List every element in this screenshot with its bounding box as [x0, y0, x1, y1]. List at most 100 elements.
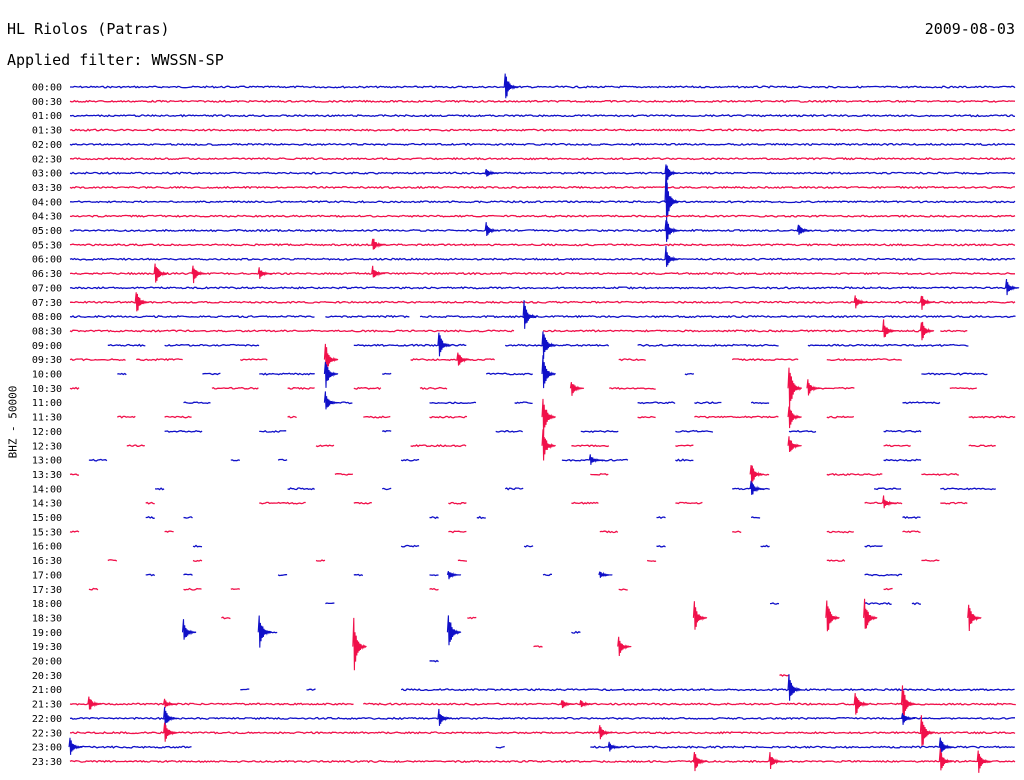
trace-row [325, 602, 921, 606]
trace-row [117, 355, 988, 389]
time-tick-label: 06:00 [32, 255, 62, 266]
seismic-event [664, 171, 680, 225]
trace-segment [637, 343, 779, 347]
trace-segment [940, 329, 968, 333]
trace-segment [69, 286, 1016, 290]
seismic-event [503, 73, 519, 99]
seismic-event [484, 168, 499, 177]
trace-segment [675, 458, 694, 462]
seismic-event [257, 267, 272, 279]
trace-row [69, 220, 1016, 242]
trace-segment [429, 574, 439, 577]
seismic-event [976, 750, 992, 773]
trace-segment [145, 573, 156, 577]
time-tick-label: 08:00 [32, 312, 62, 323]
trace-segment [287, 386, 315, 390]
trace-segment [259, 430, 287, 433]
trace-segment [826, 472, 883, 476]
trace-segment [192, 559, 203, 562]
trace-segment [694, 401, 722, 405]
trace-row [221, 598, 982, 632]
time-tick-label: 12:00 [32, 427, 62, 438]
trace-row [69, 367, 977, 410]
time-tick-label: 15:00 [32, 513, 62, 524]
trace-row [70, 171, 1016, 225]
trace-segment [325, 602, 335, 605]
trace-segment [760, 544, 770, 548]
trace-segment [88, 458, 108, 462]
trace-segment [429, 415, 468, 419]
trace-segment [400, 544, 420, 548]
trace-row [240, 674, 1015, 701]
trace-segment [69, 716, 1015, 721]
seismic-event [437, 708, 452, 726]
trace-segment [675, 444, 694, 447]
trace-segment [315, 559, 326, 562]
trace-row [69, 113, 1016, 118]
trace-segment [69, 530, 80, 533]
trace-segment [117, 372, 127, 376]
seismic-event [664, 245, 679, 267]
time-tick-label: 23:00 [32, 743, 62, 754]
trace-segment [69, 185, 1015, 190]
trace-segment [485, 372, 533, 376]
trace-segment [883, 444, 911, 448]
seismic-event [598, 725, 613, 740]
trace-row [69, 465, 959, 486]
trace-row [68, 737, 1015, 757]
time-tick-label: 04:30 [32, 212, 62, 223]
trace-segment [363, 415, 391, 419]
trace-row [69, 263, 1015, 284]
trace-segment [656, 516, 666, 520]
trace-segment [183, 516, 193, 519]
trace-row [107, 559, 940, 562]
trace-segment [504, 487, 524, 491]
trace-segment [864, 501, 903, 505]
time-tick-label: 14:30 [32, 499, 62, 510]
time-tick-label: 07:00 [32, 283, 62, 294]
time-tick-label: 17:00 [32, 570, 62, 581]
trace-segment [69, 243, 1016, 247]
time-tick-label: 03:00 [32, 169, 62, 180]
trace-segment [883, 587, 893, 591]
trace-row [69, 292, 1016, 312]
trace-segment [618, 588, 628, 591]
seismic-event [579, 700, 594, 708]
time-tick-label: 10:30 [32, 384, 62, 395]
trace-segment [382, 487, 392, 491]
trace-segment [107, 559, 118, 562]
trace-segment [69, 745, 192, 749]
seismic-event [919, 715, 935, 747]
trace-segment [69, 99, 1016, 103]
seismic-event [882, 319, 897, 338]
time-tick-label: 02:00 [32, 140, 62, 151]
seismic-event [692, 751, 708, 772]
seismic-event [456, 352, 471, 366]
trace-segment [69, 157, 1016, 161]
trace-segment [69, 214, 1016, 218]
trace-segment [731, 358, 799, 362]
trace-segment [599, 530, 619, 534]
time-tick-label: 13:00 [32, 456, 62, 467]
trace-segment [750, 516, 761, 519]
time-tick-label: 11:30 [32, 413, 62, 424]
trace-segment [353, 386, 382, 391]
seismic-event [853, 693, 869, 715]
seismic-event [446, 571, 462, 580]
time-tick-label: 15:30 [32, 527, 62, 538]
seismic-event [787, 436, 802, 453]
seismic-event [598, 571, 613, 578]
trace-segment [69, 386, 80, 390]
trace-segment [117, 415, 136, 419]
trace-row [69, 319, 968, 341]
trace-row [69, 300, 1016, 329]
trace-segment [382, 372, 392, 375]
trace-segment [902, 401, 941, 405]
trace-row [88, 454, 922, 465]
trace-segment [571, 630, 581, 634]
trace-segment [70, 200, 1016, 204]
seismic-event [787, 674, 802, 701]
seismic-event [541, 355, 556, 389]
seismic-event [607, 741, 622, 752]
trace-row [69, 238, 1016, 250]
